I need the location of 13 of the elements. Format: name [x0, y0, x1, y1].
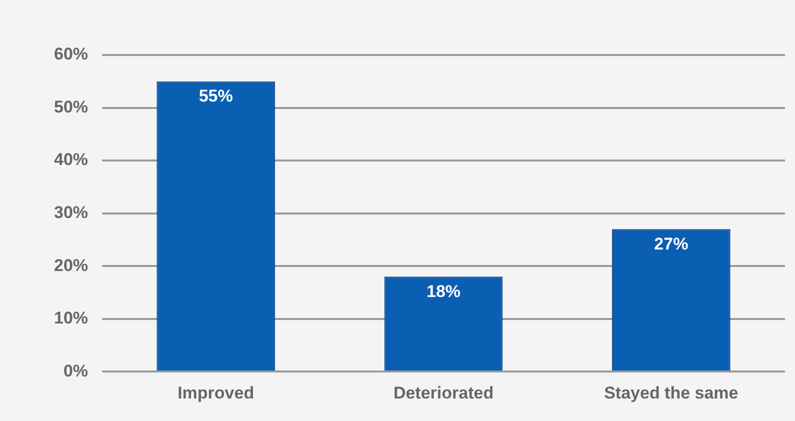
- y-tick-label: 50%: [54, 97, 88, 116]
- data-label: 18%: [426, 282, 461, 301]
- x-tick-label: Stayed the same: [604, 383, 738, 402]
- y-tick-label: 10%: [54, 308, 88, 328]
- data-label: 55%: [198, 86, 233, 106]
- data-label: 27%: [654, 234, 688, 254]
- y-tick-label: 0%: [63, 361, 88, 380]
- x-tick-label: Improved: [178, 383, 254, 402]
- y-tick-label: 30%: [54, 202, 88, 222]
- y-tick-label: 20%: [54, 256, 88, 275]
- y-tick-label: 40%: [54, 150, 88, 170]
- y-tick-label: 60%: [54, 44, 88, 64]
- x-tick-label: Deteriorated: [393, 383, 494, 402]
